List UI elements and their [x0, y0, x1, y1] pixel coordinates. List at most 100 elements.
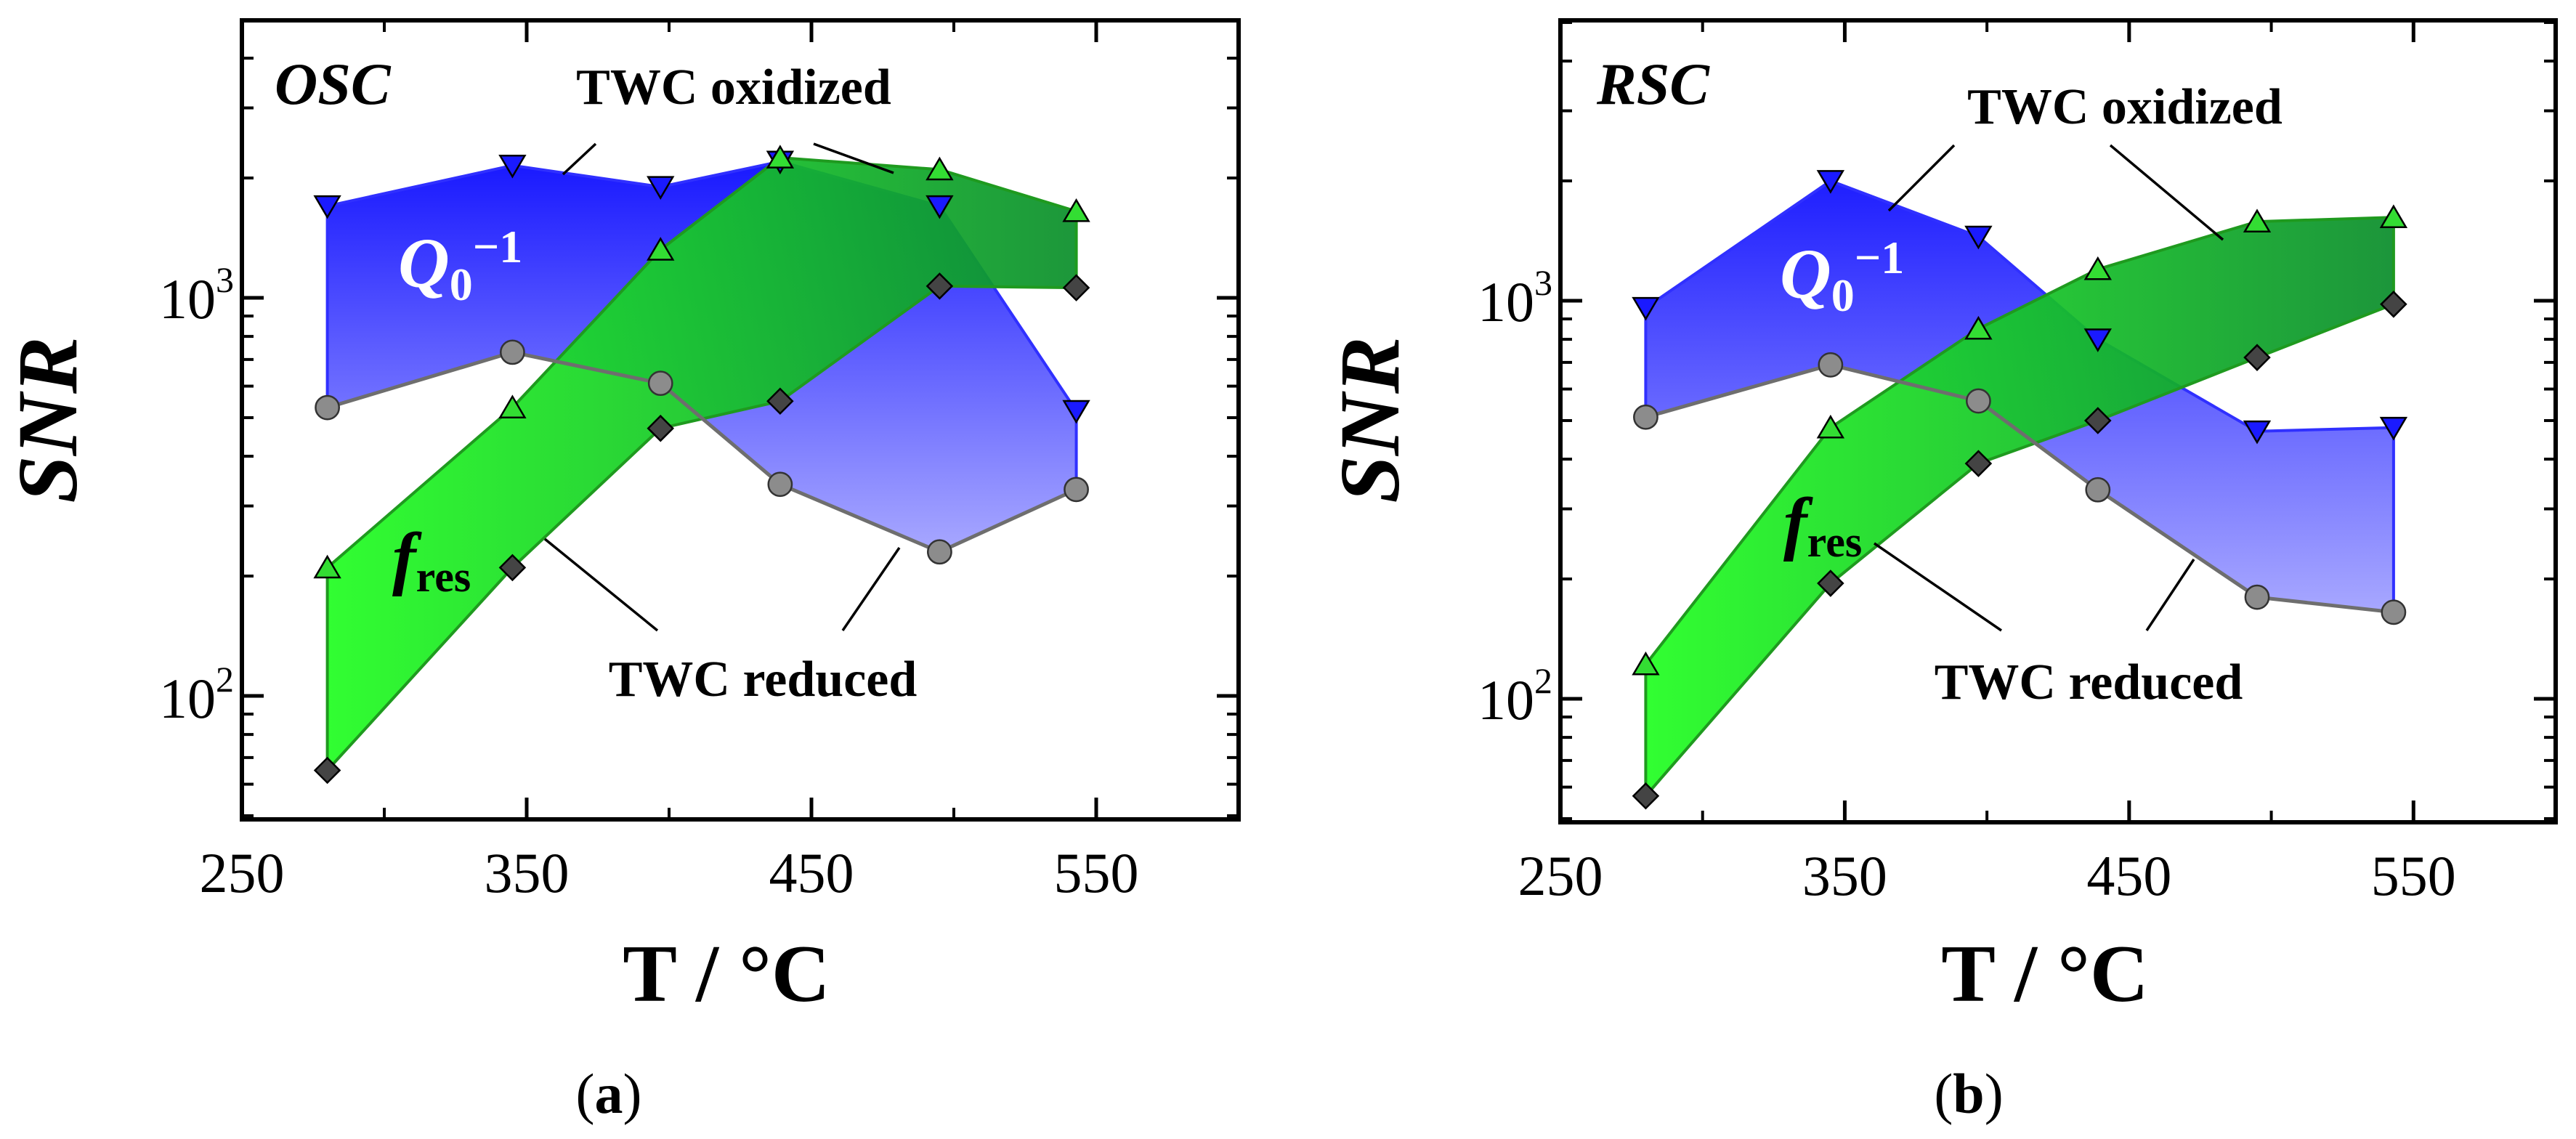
q-sub-a: 0	[450, 259, 473, 310]
marker-f-oxidized	[2083, 256, 2112, 280]
marker-q-reduced	[1064, 477, 1089, 503]
leader-reduced-f-a	[543, 538, 659, 632]
marker-q-reduced	[647, 370, 673, 397]
f-label-b: fres	[1783, 484, 1862, 566]
marker-q-reduced	[2085, 477, 2111, 503]
marker-f-oxidized	[1632, 651, 1660, 676]
marker-q-reduced	[1818, 352, 1844, 378]
q-sup-a: −1	[473, 221, 522, 272]
marker-q-oxidized	[2379, 416, 2408, 441]
marker-q-reduced	[767, 471, 793, 498]
marker-f-reduced	[2084, 407, 2112, 434]
y-tick-1000-b-base: 10	[1478, 270, 1534, 333]
marker-f-reduced	[766, 387, 794, 416]
x-tick-label: 550	[2371, 844, 2456, 907]
panel-label-a: (a)	[576, 1062, 642, 1125]
leader-oxidized-q-a	[562, 142, 597, 176]
marker-f-reduced	[313, 756, 341, 785]
axis-ticks-b	[1558, 20, 2556, 822]
title-label-b: RSC	[1596, 51, 1710, 117]
title-label-a: OSC	[275, 51, 392, 117]
marker-f-reduced	[498, 554, 527, 582]
markers-b	[1632, 170, 2408, 810]
marker-f-reduced	[1632, 782, 1660, 810]
marker-q-oxidized	[2083, 328, 2112, 352]
marker-f-oxidized	[1964, 315, 1993, 340]
y-tick-1000-b: 103	[1478, 262, 1552, 333]
q-sup-b: −1	[1855, 232, 1904, 283]
marker-f-reduced	[1062, 274, 1090, 301]
marker-f-reduced	[2243, 344, 2271, 371]
q-reduced-line	[326, 350, 1077, 554]
x-tick-label: 350	[1802, 844, 1887, 907]
marker-q-oxidized	[2243, 420, 2272, 445]
marker-f-oxidized	[2379, 204, 2408, 229]
annotation-oxidized-a: TWC oxidized	[576, 60, 891, 115]
marker-f-reduced	[647, 414, 675, 442]
marker-f-reduced	[1817, 570, 1844, 597]
x-tick-label: 450	[769, 841, 854, 904]
annotation-oxidized-b: TWC oxidized	[1967, 79, 2283, 135]
f-label-a: fres	[392, 519, 471, 601]
leader-reduced-q-b	[2145, 559, 2195, 631]
plot-frame-a	[240, 18, 1241, 822]
y-tick-100-a-exp: 2	[216, 659, 234, 700]
f-sub-a: res	[416, 553, 471, 601]
marker-q-oxidized	[1816, 170, 1845, 194]
axis-ticks-a	[240, 17, 1239, 819]
x-tick-label: 250	[200, 841, 285, 904]
y-axis-label-a: SNR	[0, 336, 95, 503]
panel-b: RSC TWC oxidized TWC reduced Q0−1 fres 1…	[1322, 18, 2558, 1125]
marker-q-reduced	[1966, 388, 1991, 414]
leader-reduced-q-a	[841, 547, 901, 631]
x-axis-label-b: T / °C	[1941, 929, 2148, 1019]
marker-f-oxidized	[766, 145, 795, 169]
panel-a: OSC TWC oxidized TWC reduced Q0−1 fres 1…	[0, 17, 1241, 1125]
y-tick-1000-b-exp: 3	[1534, 262, 1552, 303]
marker-f-oxidized	[498, 394, 527, 418]
marker-q-oxidized	[1632, 296, 1660, 321]
y-tick-1000-a-exp: 3	[216, 259, 234, 300]
q-label-b: Q0−1	[1780, 232, 1904, 321]
marker-q-oxidized	[313, 195, 341, 219]
annotation-reduced-b: TWC reduced	[1935, 654, 2243, 710]
q-reduced-line	[1645, 362, 2394, 615]
q-label-a: Q0−1	[398, 221, 522, 310]
annotation-reduced-a: TWC reduced	[609, 652, 918, 708]
y-tick-100-a-base: 10	[159, 667, 216, 730]
x-tick-labels-a: 250 350 450 550	[200, 841, 1139, 904]
x-axis-label-b-text: T / °C	[1941, 929, 2148, 1019]
q-base-a: Q	[398, 224, 450, 303]
marker-q-reduced	[1633, 404, 1658, 430]
marker-f-oxidized	[1816, 414, 1845, 439]
y-tick-100-b-exp: 2	[1534, 660, 1552, 701]
marker-q-reduced	[500, 339, 525, 365]
y-tick-100-b-base: 10	[1478, 668, 1534, 731]
q-sub-b: 0	[1831, 269, 1855, 321]
marker-q-oxidized	[1062, 400, 1090, 424]
marker-f-reduced	[926, 272, 954, 300]
marker-f-oxidized	[647, 237, 675, 261]
marker-f-oxidized	[2243, 208, 2272, 232]
x-tick-label: 450	[2086, 844, 2171, 907]
panel-label-b: (b)	[1934, 1062, 2003, 1125]
marker-f-oxidized	[313, 554, 341, 579]
y-tick-100-b: 102	[1478, 660, 1552, 731]
f-sub-b: res	[1807, 518, 1863, 566]
leader-oxidized-f-b	[2109, 144, 2224, 241]
y-tick-1000-a-base: 10	[159, 267, 216, 331]
leader-oxidized-q-b	[1887, 144, 1956, 212]
x-axis-label-a: T / °C	[623, 929, 830, 1019]
marker-f-oxidized	[926, 156, 954, 181]
y-tick-100-a: 102	[159, 659, 234, 730]
marker-q-oxidized	[926, 195, 954, 219]
y-tick-1000-a: 103	[159, 259, 234, 331]
x-tick-label: 250	[1518, 844, 1603, 907]
marker-q-reduced	[2381, 599, 2407, 625]
y-axis-label-b: SNR	[1322, 336, 1417, 503]
marker-q-reduced	[927, 539, 952, 565]
x-axis-label-a-text: T / °C	[623, 929, 830, 1019]
marker-q-oxidized	[1964, 225, 1993, 250]
marker-q-reduced	[2244, 584, 2270, 610]
